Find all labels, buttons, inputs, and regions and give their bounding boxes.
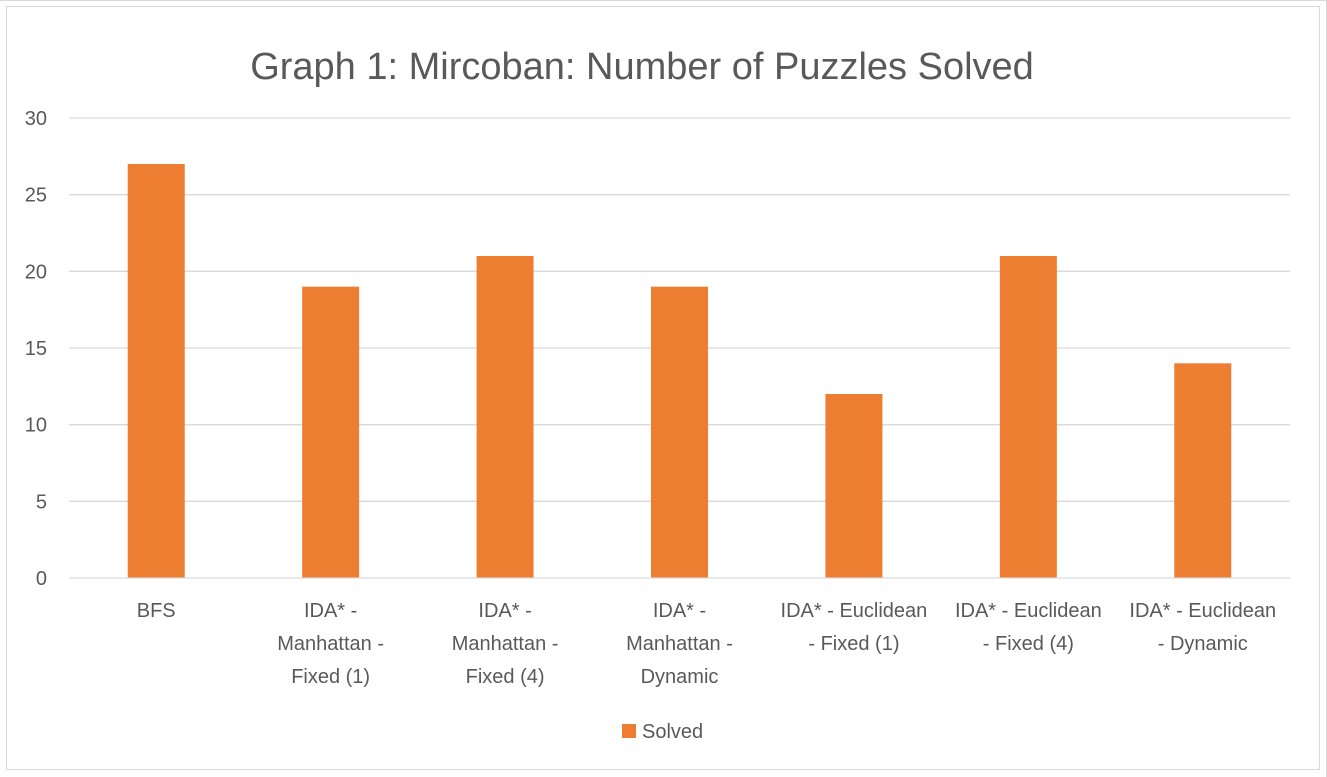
chart-area[interactable]: Graph 1: Mircoban: Number of Puzzles Sol… [6,6,1320,770]
y-axis-ticks: 0 5 10 15 20 25 30 [25,108,47,590]
legend-label-solved: Solved [642,721,703,743]
bar-6[interactable] [1174,363,1232,578]
y-tick-label-15: 15 [25,338,47,360]
x-tick-label-0: BFS [137,600,176,622]
chart-title: Graph 1: Mircoban: Number of Puzzles Sol… [250,46,1034,88]
x-tick-label-1: IDA* -Manhattan -Fixed (1) [277,600,384,688]
x-tick-label-6: IDA* - Euclidean - Dynamic [1129,600,1276,655]
bar-5[interactable] [999,256,1057,578]
x-tick-label-5: IDA* - Euclidean - Fixed (4) [955,600,1102,655]
y-tick-label-20: 20 [25,261,47,283]
y-tick-label-25: 25 [25,185,47,207]
y-tick-label-10: 10 [25,415,47,437]
x-tick-label-3: IDA* -Manhattan -Dynamic [626,600,733,688]
x-tick-label-2: IDA* -Manhattan -Fixed (4) [452,600,559,688]
bar-3[interactable] [651,286,708,578]
x-axis-labels: BFS IDA* -Manhattan -Fixed (1) IDA* -Manha… [137,600,1276,688]
bars [127,164,1232,578]
legend-swatch-solved [622,724,636,738]
y-tick-label-0: 0 [36,568,47,590]
y-tick-label-5: 5 [36,491,47,513]
bar-2[interactable] [476,256,534,578]
legend: Solved [622,721,703,743]
y-tick-label-30: 30 [25,108,47,130]
bar-chart: Graph 1: Mircoban: Number of Puzzles Sol… [25,46,1290,743]
x-tick-label-4: IDA* - Euclidean - Fixed (1) [781,600,928,655]
bar-1[interactable] [302,286,360,578]
bar-0[interactable] [127,164,185,578]
bar-4[interactable] [825,394,883,578]
